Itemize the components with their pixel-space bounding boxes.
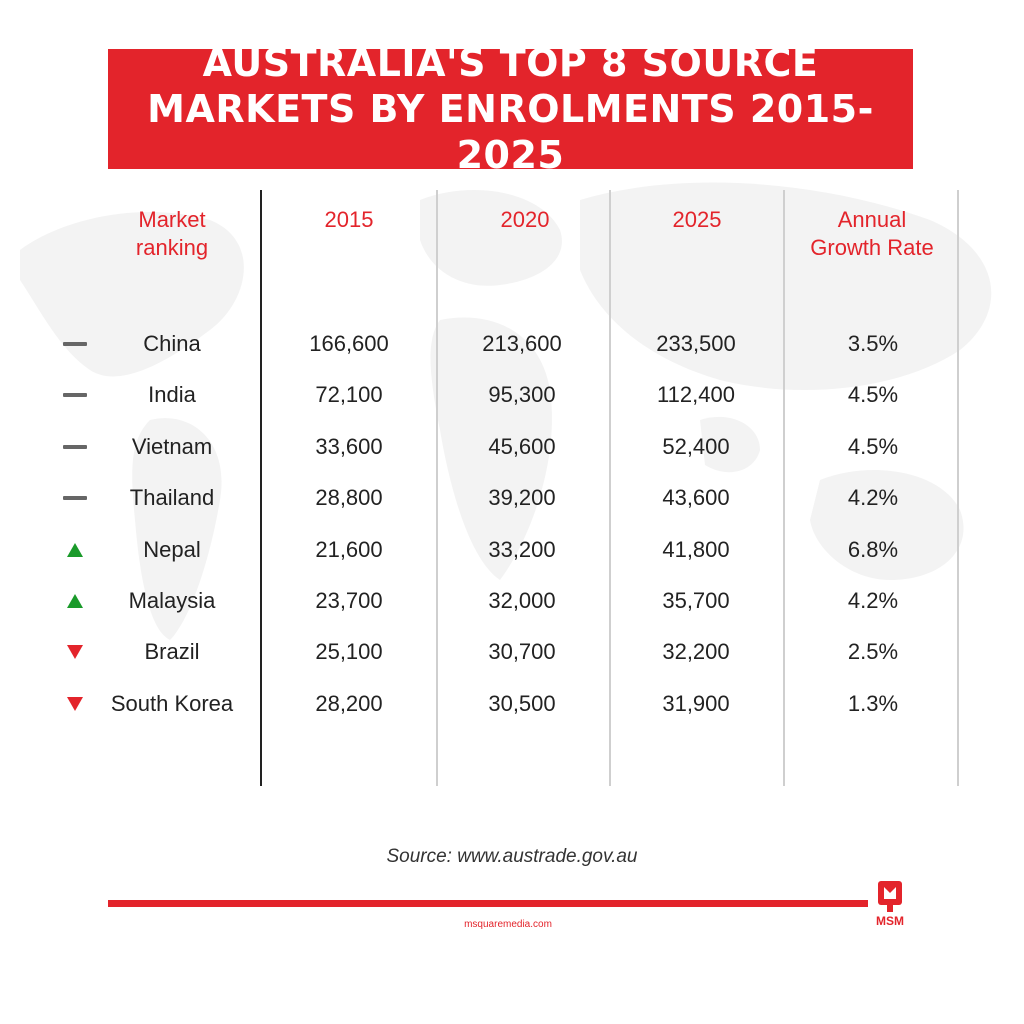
cell-growth: 4.5% (847, 433, 899, 459)
cell-2025: 43,600 (662, 485, 730, 511)
column-divider-2020 (609, 190, 611, 786)
trend-down-icon (67, 696, 83, 711)
header-ranking-line-1: Market (138, 207, 206, 232)
cell-growth: 3.5% (847, 331, 899, 356)
cell-market: Thailand (129, 485, 215, 511)
title-line-2: MARKETS BY ENROLMENTS 2015-2025 (147, 87, 874, 177)
cell-2025: 41,800 (662, 536, 730, 562)
header-growth-line-1: Annual (837, 207, 907, 232)
cell-2015: 28,200 (315, 690, 383, 716)
header-2025: 2025 (672, 207, 722, 232)
cell-2020: 95,300 (488, 382, 556, 408)
trend-down-icon (67, 645, 83, 660)
cell-growth: 4.5% (847, 382, 899, 408)
website-link[interactable]: msquaremedia.com (464, 919, 552, 930)
title-line-1: AUSTRALIA'S TOP 8 SOURCE (202, 41, 819, 85)
cell-2020: 32,000 (488, 588, 556, 613)
header-market-ranking: Market ranking (136, 206, 208, 262)
cell-growth: 4.2% (847, 588, 899, 613)
cell-2025: 32,200 (662, 639, 730, 665)
cell-2015: 25,100 (315, 639, 383, 665)
header-2020: 2020 (500, 207, 550, 232)
header-annual-growth-rate: Annual Growth Rate (810, 206, 934, 262)
cell-market: India (148, 382, 196, 408)
cell-market: Brazil (144, 639, 200, 665)
trend-same-icon (63, 496, 87, 501)
cell-2020: 30,700 (488, 639, 556, 665)
cell-2015: 72,100 (315, 382, 383, 408)
title-banner: AUSTRALIA'S TOP 8 SOURCE MARKETS BY ENRO… (108, 41, 913, 177)
trend-up-icon (67, 542, 83, 557)
column-divider-ranking (260, 190, 262, 786)
logo-text: MSM (876, 914, 904, 928)
cell-2020: 30,500 (488, 690, 556, 716)
trend-same-icon (63, 393, 87, 398)
header-2015: 2015 (324, 207, 374, 232)
cell-2025: 112,400 (657, 382, 735, 408)
cell-growth: 6.8% (847, 536, 899, 562)
cell-2025: 31,900 (662, 690, 730, 716)
trend-same-icon (63, 342, 87, 346)
cell-2025: 233,500 (656, 331, 736, 356)
cell-market: South Korea (110, 690, 234, 716)
cell-2015: 28,800 (315, 485, 383, 511)
header-ranking-line-2: ranking (135, 235, 209, 260)
footer-divider (108, 900, 868, 907)
cell-2020: 33,200 (488, 536, 556, 562)
cell-2025: 35,700 (662, 588, 730, 613)
cell-market: Nepal (143, 536, 201, 562)
cell-2015: 21,600 (315, 536, 383, 562)
cell-growth: 4.2% (847, 485, 899, 511)
cell-growth: 1.3% (847, 690, 899, 716)
column-divider-2025 (783, 190, 785, 786)
msm-logo: MSM (868, 880, 912, 930)
cell-2020: 45,600 (488, 433, 556, 459)
logo-mark-icon (878, 881, 902, 912)
cell-2015: 23,700 (315, 588, 383, 613)
cell-2015: 33,600 (315, 433, 383, 459)
cell-growth: 2.5% (847, 639, 899, 665)
cell-market: Malaysia (128, 588, 216, 613)
header-growth-line-2: Growth Rate (810, 235, 934, 260)
source-note: Source: www.austrade.gov.au (386, 846, 638, 867)
cell-market: Vietnam (131, 433, 213, 459)
column-divider-2015 (436, 190, 438, 786)
trend-up-icon (67, 594, 83, 608)
column-divider-growth (957, 190, 959, 786)
cell-2020: 213,600 (482, 331, 562, 356)
cell-market: China (143, 331, 201, 356)
cell-2025: 52,400 (662, 433, 730, 459)
world-map-background (20, 182, 992, 640)
cell-2020: 39,200 (488, 485, 556, 511)
trend-same-icon (63, 444, 87, 449)
cell-2015: 166,600 (309, 331, 389, 356)
